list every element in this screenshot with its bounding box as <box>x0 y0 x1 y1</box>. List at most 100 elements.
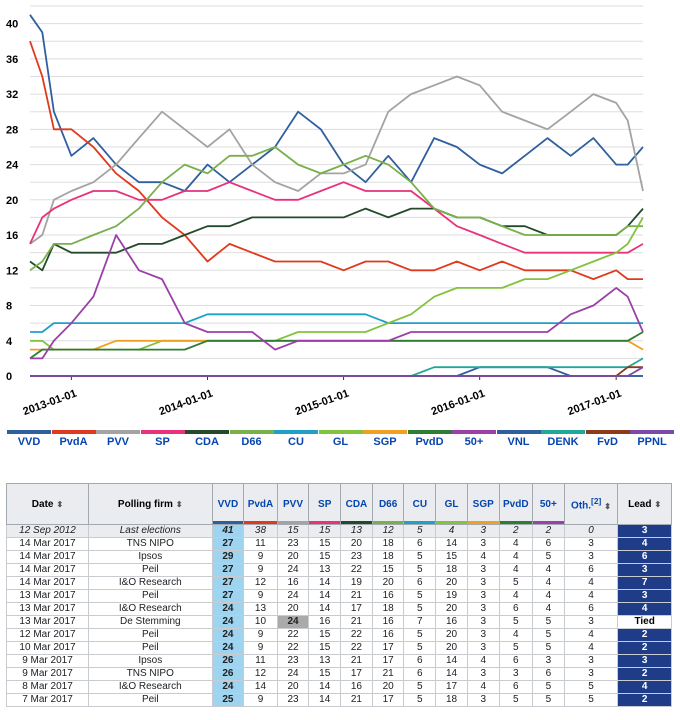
party-cell: 5 <box>403 641 437 655</box>
firm-cell[interactable]: Last elections <box>88 524 213 538</box>
legend-item[interactable]: CU <box>273 430 319 448</box>
legend-item[interactable]: PvdD <box>407 430 453 448</box>
party-cell: 20 <box>435 576 468 590</box>
legend-item[interactable]: VVD <box>6 430 52 448</box>
date-cell: 10 Mar 2017 <box>6 641 89 655</box>
legend-swatch <box>229 430 274 434</box>
col-party-header[interactable]: CU <box>403 483 437 525</box>
party-cell: 23 <box>340 550 373 564</box>
party-cell: 12 <box>243 576 278 590</box>
party-cell: 4 <box>498 589 534 603</box>
legend-label[interactable]: VVD <box>17 436 41 448</box>
col-party-header[interactable]: PvdA <box>243 483 278 525</box>
party-cell: 6 <box>498 602 534 616</box>
legend-label[interactable]: PVV <box>106 436 129 448</box>
party-cell: 5 <box>403 628 437 642</box>
legend-label[interactable]: PvdD <box>415 436 444 448</box>
firm-cell[interactable]: I&O Research <box>88 680 213 694</box>
legend-item[interactable]: FvD <box>585 430 631 448</box>
firm-cell[interactable]: Peil <box>88 641 213 655</box>
legend-label[interactable]: PPNL <box>637 436 667 448</box>
party-cell: 5 <box>403 563 437 577</box>
legend-label[interactable]: CU <box>288 436 304 448</box>
legend-label[interactable]: D66 <box>241 436 262 448</box>
col-party-header[interactable]: 50+ <box>532 483 565 525</box>
party-cell: 22 <box>340 628 373 642</box>
firm-cell[interactable]: I&O Research <box>88 576 213 590</box>
y-tick-label: 20 <box>6 195 18 207</box>
col-firm-header[interactable]: Polling firm ⬍ <box>88 483 213 525</box>
series-line-50 <box>30 234 644 360</box>
legend-label[interactable]: CDA <box>195 436 219 448</box>
legend-label[interactable]: GL <box>332 436 349 448</box>
legend-label[interactable]: 50+ <box>464 436 484 448</box>
legend-label[interactable]: VNL <box>507 436 530 448</box>
firm-cell[interactable]: Peil <box>88 589 213 603</box>
col-party-header[interactable]: CDA <box>340 483 373 525</box>
party-cell: 5 <box>532 615 565 629</box>
legend-swatch <box>585 430 630 434</box>
firm-cell[interactable]: Ipsos <box>88 550 213 564</box>
col-party-header[interactable]: GL <box>435 483 468 525</box>
firm-cell[interactable]: Ipsos <box>88 654 213 668</box>
party-cell: 24 <box>211 680 245 694</box>
lead-cell: 6 <box>617 550 672 564</box>
col-party-header[interactable]: PVV <box>276 483 310 525</box>
legend-item[interactable]: DENK <box>540 430 586 448</box>
col-date-header[interactable]: Date ⬍ <box>6 483 89 525</box>
party-cell: 23 <box>276 693 310 707</box>
firm-cell[interactable]: I&O Research <box>88 602 213 616</box>
col-party-header[interactable]: D66 <box>371 483 405 525</box>
legend-item[interactable]: PVV <box>95 430 141 448</box>
col-party-header[interactable]: VVD <box>211 483 245 525</box>
table-row: 10 Mar 2017 Peil 24 9 22 15 22 17 5 20 3 5 5 4 2 <box>6 641 672 655</box>
legend-item[interactable]: D66 <box>229 430 275 448</box>
legend-label[interactable]: DENK <box>547 436 579 448</box>
lead-cell: Tied <box>617 615 672 629</box>
firm-cell[interactable]: Peil <box>88 628 213 642</box>
legend-item[interactable]: GL <box>318 430 364 448</box>
sort-icon[interactable]: ⬍ <box>56 499 64 509</box>
series-line-sgp <box>30 339 644 351</box>
legend-label[interactable]: FvD <box>597 436 618 448</box>
legend-item[interactable]: 50+ <box>451 430 497 448</box>
table-row: 13 Mar 2017 De Stemming 24 10 24 16 21 16 7 16 3 5 5… <box>6 615 672 629</box>
party-cell: 24 <box>211 615 245 629</box>
legend-label[interactable]: PvdA <box>59 436 88 448</box>
party-cell: 20 <box>435 628 468 642</box>
firm-cell[interactable]: Peil <box>88 693 213 707</box>
party-cell: 3 <box>466 589 500 603</box>
col-party-header[interactable]: SP <box>308 483 342 525</box>
y-tick-label: 32 <box>6 89 18 101</box>
firm-cell[interactable]: De Stemming <box>88 615 213 629</box>
firm-cell[interactable]: TNS NIPO <box>88 667 213 681</box>
col-party-header[interactable]: SGP <box>466 483 500 525</box>
legend-item[interactable]: CDA <box>184 430 230 448</box>
firm-cell[interactable]: Peil <box>88 563 213 577</box>
party-cell: 14 <box>435 654 468 668</box>
firm-cell[interactable]: TNS NIPO <box>88 537 213 551</box>
legend-label[interactable]: SGP <box>373 436 397 448</box>
party-cell: 23 <box>276 654 310 668</box>
legend-label[interactable]: SP <box>155 436 170 448</box>
polls-table-body: 12 Sep 2012 Last elections 41 38 15 15 13 12 5 4 3… <box>6 524 672 707</box>
legend-item[interactable]: PPNL <box>629 430 675 448</box>
col-lead-header[interactable]: Lead ⬍ <box>617 483 672 525</box>
legend-item[interactable]: VNL <box>496 430 542 448</box>
col-party-header[interactable]: PvdD <box>498 483 534 525</box>
party-cell: 17 <box>371 654 405 668</box>
sort-icon[interactable]: ⬍ <box>175 499 183 509</box>
party-cell: 24 <box>276 589 310 603</box>
party-cell: 16 <box>308 615 342 629</box>
col-oth-header[interactable]: Oth.[2] ⬍ <box>563 483 619 525</box>
legend-item[interactable]: SGP <box>362 430 408 448</box>
party-cell: 25 <box>211 693 245 707</box>
oth-cell: 3 <box>563 667 619 681</box>
lead-cell: 2 <box>617 628 672 642</box>
legend-item[interactable]: SP <box>140 430 186 448</box>
party-cell: 4 <box>498 563 534 577</box>
legend-item[interactable]: PvdA <box>51 430 97 448</box>
party-cell: 3 <box>466 576 500 590</box>
table-row: 14 Mar 2017 Peil 27 9 24 13 22 15 5 18 3 4 4 6 3 <box>6 563 672 577</box>
party-cell: 10 <box>243 615 278 629</box>
